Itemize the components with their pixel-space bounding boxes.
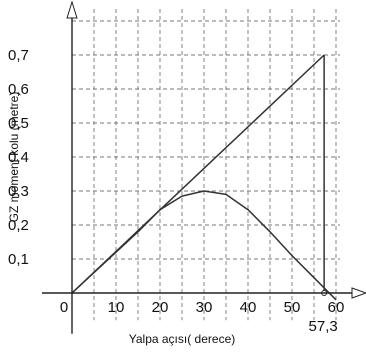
tangent-line: [71, 54, 325, 294]
x-tick-label: 30: [196, 299, 213, 316]
x-tick-label: 60: [328, 299, 345, 316]
x-axis-arrow: [351, 287, 366, 299]
y-tick-label: 0,1: [8, 251, 29, 268]
y-axis-label: GZ moment kolu (metre): [7, 92, 21, 223]
axes: [42, 0, 366, 334]
y-tick-label: 0,3: [8, 183, 29, 200]
grid-lines: [72, 9, 340, 321]
y-axis-arrow: [66, 0, 78, 19]
y-tick-label: 0,2: [8, 217, 29, 234]
y-tick-label: 0,7: [8, 47, 29, 64]
marker-label: 57,3: [309, 318, 338, 335]
tick-labels: 0 10 20 30 40 50 60 0,1 0,2 0,3 0,4 0,5 0,6 0,7 57,3: [8, 47, 344, 335]
y-tick-label: 0,4: [8, 149, 29, 166]
x-tick-label: 10: [108, 299, 125, 316]
x-tick-label: 40: [240, 299, 257, 316]
x-tick-label: 50: [284, 299, 301, 316]
x-tick-label: 20: [152, 299, 169, 316]
y-tick-label: 0,6: [8, 81, 29, 98]
x-tick-label: 0: [60, 299, 68, 316]
y-tick-label: 0,5: [8, 115, 29, 132]
series-layer: [71, 54, 337, 301]
x-axis-label: Yalpa açısı( derece): [129, 332, 236, 346]
